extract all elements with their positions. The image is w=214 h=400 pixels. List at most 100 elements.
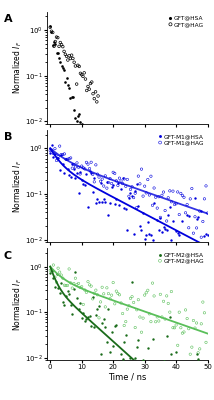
GFT@HAG <box>84 76 87 82</box>
GFT-M2@HAG <box>59 272 63 278</box>
GFT-M2@HAG <box>163 316 167 322</box>
GFT@HAG <box>81 73 85 80</box>
GFT-M1@HAG <box>86 161 90 167</box>
GFT-M1@HSA <box>74 174 77 181</box>
GFT-M2@HAG <box>160 314 164 320</box>
GFT-M2@HAG <box>77 280 80 287</box>
GFT-M1@HAG <box>156 205 159 211</box>
GFT-M2@HSA <box>182 368 186 375</box>
GFT@HAG <box>69 55 72 62</box>
GFT-M1@HAG <box>71 165 74 171</box>
GFT-M1@HSA <box>121 175 124 182</box>
GFT-M2@HAG <box>181 330 184 336</box>
GFT-M1@HSA <box>135 181 138 188</box>
GFT-M2@HSA <box>168 314 172 320</box>
GFT-M2@HAG <box>138 314 142 320</box>
GFT-M2@HAG <box>71 285 74 291</box>
GFT-M2@HSA <box>157 368 160 375</box>
GFT-M1@HSA <box>116 180 120 186</box>
GFT-M1@HSA <box>187 213 190 219</box>
GFT@HAG <box>59 39 62 46</box>
GFT-M2@HAG <box>173 324 176 331</box>
GFT-M2@HAG <box>49 267 52 274</box>
GFT-M2@HAG <box>174 322 178 328</box>
GFT-M1@HAG <box>88 166 91 172</box>
GFT-M2@HSA <box>78 300 82 306</box>
GFT-M1@HAG <box>200 234 203 240</box>
GFT@HAG <box>61 44 65 50</box>
GFT-M1@HSA <box>190 243 193 249</box>
GFT@HSA <box>79 118 82 125</box>
GFT@HAG <box>74 63 77 69</box>
GFT-M1@HSA <box>149 232 153 238</box>
GFT-M2@HSA <box>110 329 113 335</box>
GFT-M1@HAG <box>74 164 77 170</box>
GFT@HSA <box>83 130 86 136</box>
GFT-M2@HAG <box>116 290 120 296</box>
GFT-M1@HAG <box>166 194 170 201</box>
GFT-M1@HAG <box>108 175 112 182</box>
GFT-M1@HSA <box>119 186 123 192</box>
GFT-M2@HAG <box>198 346 201 352</box>
GFT-M2@HSA <box>173 368 176 375</box>
GFT@HSA <box>56 50 59 56</box>
GFT-M2@HSA <box>50 268 54 274</box>
GFT-M1@HAG <box>184 210 187 216</box>
GFT-M2@HSA <box>83 318 86 324</box>
X-axis label: Time / ns: Time / ns <box>108 373 147 382</box>
GFT@HSA <box>55 50 58 56</box>
GFT-M1@HSA <box>55 155 58 161</box>
GFT-M2@HAG <box>189 351 192 358</box>
GFT-M2@HAG <box>200 321 203 327</box>
GFT-M1@HAG <box>49 147 52 154</box>
GFT-M2@HSA <box>122 338 126 345</box>
GFT-M1@HAG <box>168 188 172 194</box>
GFT-M2@HAG <box>179 324 183 331</box>
GFT-M2@HSA <box>113 323 116 330</box>
GFT-M1@HAG <box>193 214 197 220</box>
GFT-M1@HSA <box>206 232 209 238</box>
Y-axis label: Normalized $I_F$: Normalized $I_F$ <box>11 41 24 94</box>
GFT-M1@HSA <box>66 166 69 172</box>
GFT-M2@HSA <box>185 368 189 375</box>
GFT-M2@HSA <box>88 313 91 319</box>
GFT-M1@HAG <box>146 176 150 183</box>
GFT-M2@HSA <box>192 368 195 375</box>
GFT@HAG <box>51 29 54 36</box>
GFT-M1@HSA <box>157 226 160 233</box>
GFT@HSA <box>64 78 67 85</box>
GFT@HSA <box>80 121 83 127</box>
GFT-M2@HSA <box>152 368 156 375</box>
GFT-M2@HAG <box>85 289 88 296</box>
GFT-M2@HAG <box>100 284 104 290</box>
GFT@HAG <box>95 99 98 105</box>
GFT-M1@HAG <box>140 166 143 172</box>
GFT-M1@HAG <box>89 159 93 166</box>
GFT-M1@HSA <box>77 189 80 196</box>
GFT-M2@HAG <box>132 299 135 306</box>
GFT-M1@HSA <box>86 204 90 210</box>
GFT-M1@HAG <box>67 155 71 162</box>
GFT-M2@HSA <box>61 299 65 306</box>
GFT-M2@HAG <box>166 300 170 307</box>
GFT-M1@HSA <box>105 179 108 186</box>
GFT-M1@HSA <box>99 180 102 186</box>
GFT-M1@HSA <box>184 250 187 257</box>
GFT@HAG <box>49 24 52 30</box>
GFT-M2@HAG <box>121 310 124 317</box>
GFT-M1@HAG <box>50 147 54 153</box>
GFT-M1@HSA <box>192 250 195 257</box>
GFT-M2@HAG <box>126 306 129 312</box>
GFT-M1@HAG <box>77 164 80 170</box>
GFT-M2@HAG <box>162 298 165 304</box>
GFT-M2@HSA <box>166 368 170 375</box>
GFT-M1@HSA <box>198 250 201 257</box>
GFT-M1@HAG <box>124 183 128 190</box>
GFT-M2@HSA <box>141 356 145 363</box>
GFT-M1@HAG <box>85 159 88 166</box>
GFT-M2@HSA <box>190 368 193 375</box>
GFT-M2@HAG <box>55 279 58 286</box>
GFT-M2@HAG <box>135 306 138 313</box>
GFT-M1@HSA <box>82 181 85 188</box>
GFT-M2@HAG <box>141 315 145 321</box>
